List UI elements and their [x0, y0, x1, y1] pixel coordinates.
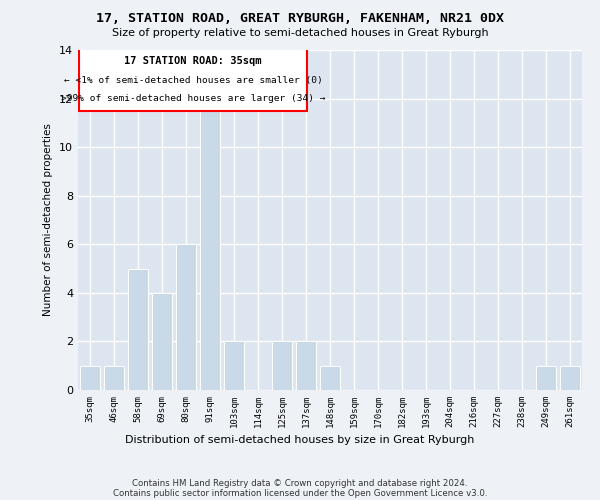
Text: Distribution of semi-detached houses by size in Great Ryburgh: Distribution of semi-detached houses by … [125, 435, 475, 445]
Text: Contains public sector information licensed under the Open Government Licence v3: Contains public sector information licen… [113, 488, 487, 498]
Bar [80, 366, 100, 390]
Bar [176, 244, 196, 390]
Bar [272, 342, 292, 390]
Text: 17, STATION ROAD, GREAT RYBURGH, FAKENHAM, NR21 0DX: 17, STATION ROAD, GREAT RYBURGH, FAKENHA… [96, 12, 504, 26]
Bar [128, 268, 148, 390]
Bar [200, 98, 220, 390]
Bar [152, 293, 172, 390]
Bar [560, 366, 580, 390]
Text: Contains HM Land Registry data © Crown copyright and database right 2024.: Contains HM Land Registry data © Crown c… [132, 478, 468, 488]
Text: ← <1% of semi-detached houses are smaller (0): ← <1% of semi-detached houses are smalle… [64, 76, 323, 85]
Bar [536, 366, 556, 390]
Text: 17 STATION ROAD: 35sqm: 17 STATION ROAD: 35sqm [124, 56, 262, 66]
Bar [224, 342, 244, 390]
Bar [296, 342, 316, 390]
Bar [320, 366, 340, 390]
Bar [104, 366, 124, 390]
Text: Size of property relative to semi-detached houses in Great Ryburgh: Size of property relative to semi-detach… [112, 28, 488, 38]
FancyBboxPatch shape [79, 48, 307, 110]
Text: >99% of semi-detached houses are larger (34) →: >99% of semi-detached houses are larger … [61, 94, 325, 102]
Y-axis label: Number of semi-detached properties: Number of semi-detached properties [43, 124, 53, 316]
